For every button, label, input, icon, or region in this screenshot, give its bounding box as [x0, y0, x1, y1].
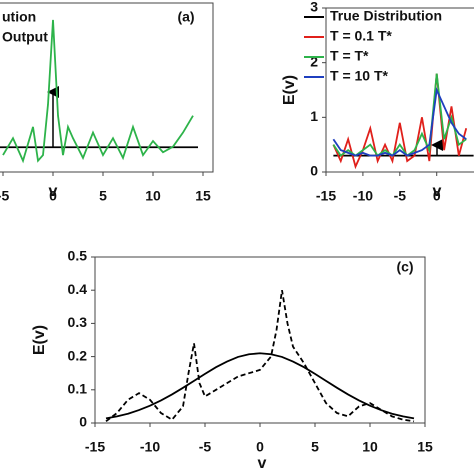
y-tick-label: 0.5 — [68, 248, 88, 264]
y-tick-label: 1 — [310, 108, 318, 124]
plot-frame — [94, 256, 426, 424]
legend-label: True Distribution — [330, 8, 442, 24]
y-tick-label: 2 — [310, 53, 318, 69]
y-tick-label: 0.1 — [68, 381, 88, 397]
y-tick-label: 3 — [310, 0, 318, 15]
x-axis-label: v — [258, 455, 267, 472]
y-axis-label: E(v) — [281, 75, 298, 105]
x-tick-label: -10 — [353, 188, 373, 204]
x-tick-label: 0 — [256, 439, 264, 455]
x-tick-label: 10 — [145, 188, 161, 204]
legend-label: T = 0.1 T* — [330, 28, 392, 44]
x-tick-label: 10 — [362, 439, 378, 455]
legend-label: T = 10 T* — [330, 68, 389, 84]
plot-frame — [325, 7, 474, 173]
y-tick-label: 0.2 — [68, 347, 88, 363]
x-tick-label: -15 — [85, 439, 105, 455]
panel-label: (a) — [177, 9, 194, 25]
data-line — [2, 19, 194, 164]
plot-frame — [0, 2, 214, 173]
x-tick-label: 5 — [311, 439, 319, 455]
y-axis-label: E(v) — [31, 325, 48, 355]
legend-label: ution — [2, 9, 36, 25]
x-tick-label: -5 — [0, 188, 9, 204]
x-tick-label: -5 — [199, 439, 212, 455]
x-tick-label: 15 — [417, 439, 433, 455]
data-line — [332, 73, 467, 157]
x-tick-label: 0 — [49, 188, 57, 204]
x-tick-label: 15 — [195, 188, 211, 204]
x-axis-label: v — [433, 183, 442, 200]
x-tick-label: -10 — [140, 439, 160, 455]
y-tick-label: 0 — [310, 163, 318, 179]
y-tick-label: 0.3 — [68, 314, 88, 330]
data-line — [105, 352, 415, 420]
data-line — [332, 73, 468, 170]
x-tick-label: 0 — [433, 188, 441, 204]
data-line — [105, 290, 415, 423]
y-tick-label: 0.4 — [68, 281, 88, 297]
x-tick-label: -15 — [316, 188, 336, 204]
x-axis-label: v — [49, 183, 58, 200]
x-tick-label: -5 — [394, 188, 407, 204]
x-tick-label: 5 — [99, 188, 107, 204]
legend-label: Output — [2, 29, 48, 45]
panel-label: (c) — [396, 259, 413, 275]
legend-label: T = T* — [330, 48, 369, 64]
data-line — [332, 86, 467, 157]
y-tick-label: 0 — [79, 414, 87, 430]
